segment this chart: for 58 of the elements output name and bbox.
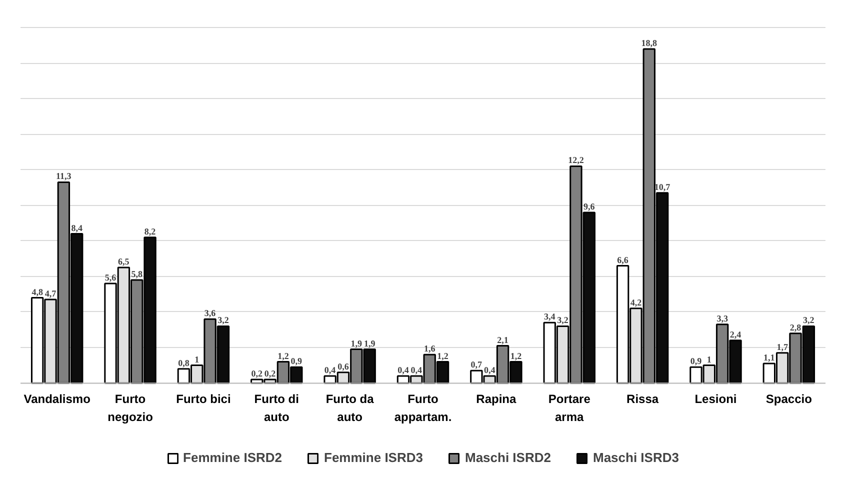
data-label: 6,5: [118, 256, 130, 267]
data-label: 1,9: [350, 338, 363, 348]
data-label: 4,8: [32, 286, 44, 297]
data-label: 3,2: [803, 315, 815, 326]
data-label: 1,9: [364, 338, 376, 348]
data-label: 1: [706, 354, 712, 364]
data-label: 0,4: [484, 364, 496, 375]
x-tick-label: Spaccio: [766, 392, 812, 406]
data-label: 1,1: [764, 352, 776, 363]
x-tick-label: Furto di auto: [254, 392, 299, 424]
x-tick-label: Furto bici: [176, 392, 231, 406]
data-label: 5,8: [131, 268, 143, 279]
data-label: 0,9: [690, 356, 702, 366]
data-label: 3,2: [218, 315, 230, 326]
data-label: 2,1: [497, 334, 509, 345]
data-label: 5,6: [104, 272, 117, 283]
x-tick-label: Furto da auto: [326, 392, 374, 424]
legend-label: Maschi ISRD3: [592, 450, 679, 465]
data-label: 3,6: [204, 308, 216, 318]
data-label: 1,7: [776, 342, 788, 352]
data-label: 1,2: [510, 350, 522, 361]
data-label: 2,4: [730, 329, 742, 340]
legend-label: Maschi ISRD2: [465, 450, 551, 465]
data-label: 0,8: [178, 358, 190, 368]
data-label: 4,7: [44, 288, 57, 299]
data-label: 4,2: [630, 297, 642, 308]
data-label: 0,2: [264, 368, 276, 379]
data-label: 0,9: [290, 356, 303, 366]
data-label: 0,2: [251, 368, 263, 379]
data-label: 2,8: [790, 322, 802, 332]
data-label: 6,6: [617, 254, 629, 265]
data-label: 8,4: [71, 222, 83, 233]
x-tick-label: Rapina: [476, 392, 517, 406]
data-label: 8,2: [144, 226, 156, 236]
x-tick-label: Portare arma: [548, 392, 591, 424]
legend-label: Femmine ISRD2: [183, 450, 282, 465]
data-label: 11,3: [56, 171, 72, 182]
data-label: 3,3: [716, 313, 728, 324]
data-label: 0,4: [410, 364, 423, 375]
x-tick-label: Lesioni: [694, 392, 737, 406]
data-label: 18,8: [641, 38, 658, 48]
data-label: 12,2: [568, 155, 584, 166]
data-label: 3,2: [557, 315, 569, 326]
data-label: 9,6: [584, 201, 596, 212]
x-tick-label: Furto negozio: [108, 392, 153, 424]
data-label: 1,2: [278, 350, 290, 361]
x-tick-label: Vandalismo: [24, 392, 90, 406]
data-label: 1: [194, 354, 200, 364]
data-label: 0,4: [398, 364, 410, 375]
data-label: 1,2: [437, 350, 449, 361]
x-tick-label: Furto appartam.: [394, 392, 452, 424]
x-tick-label: Rissa: [626, 392, 659, 406]
legend-label: Femmine ISRD3: [324, 450, 423, 465]
data-label: 0,4: [324, 364, 336, 375]
data-label: 0,7: [470, 360, 483, 370]
data-label: 3,4: [544, 312, 556, 322]
data-label: 1,6: [424, 344, 436, 354]
data-label: 0,6: [338, 361, 350, 372]
